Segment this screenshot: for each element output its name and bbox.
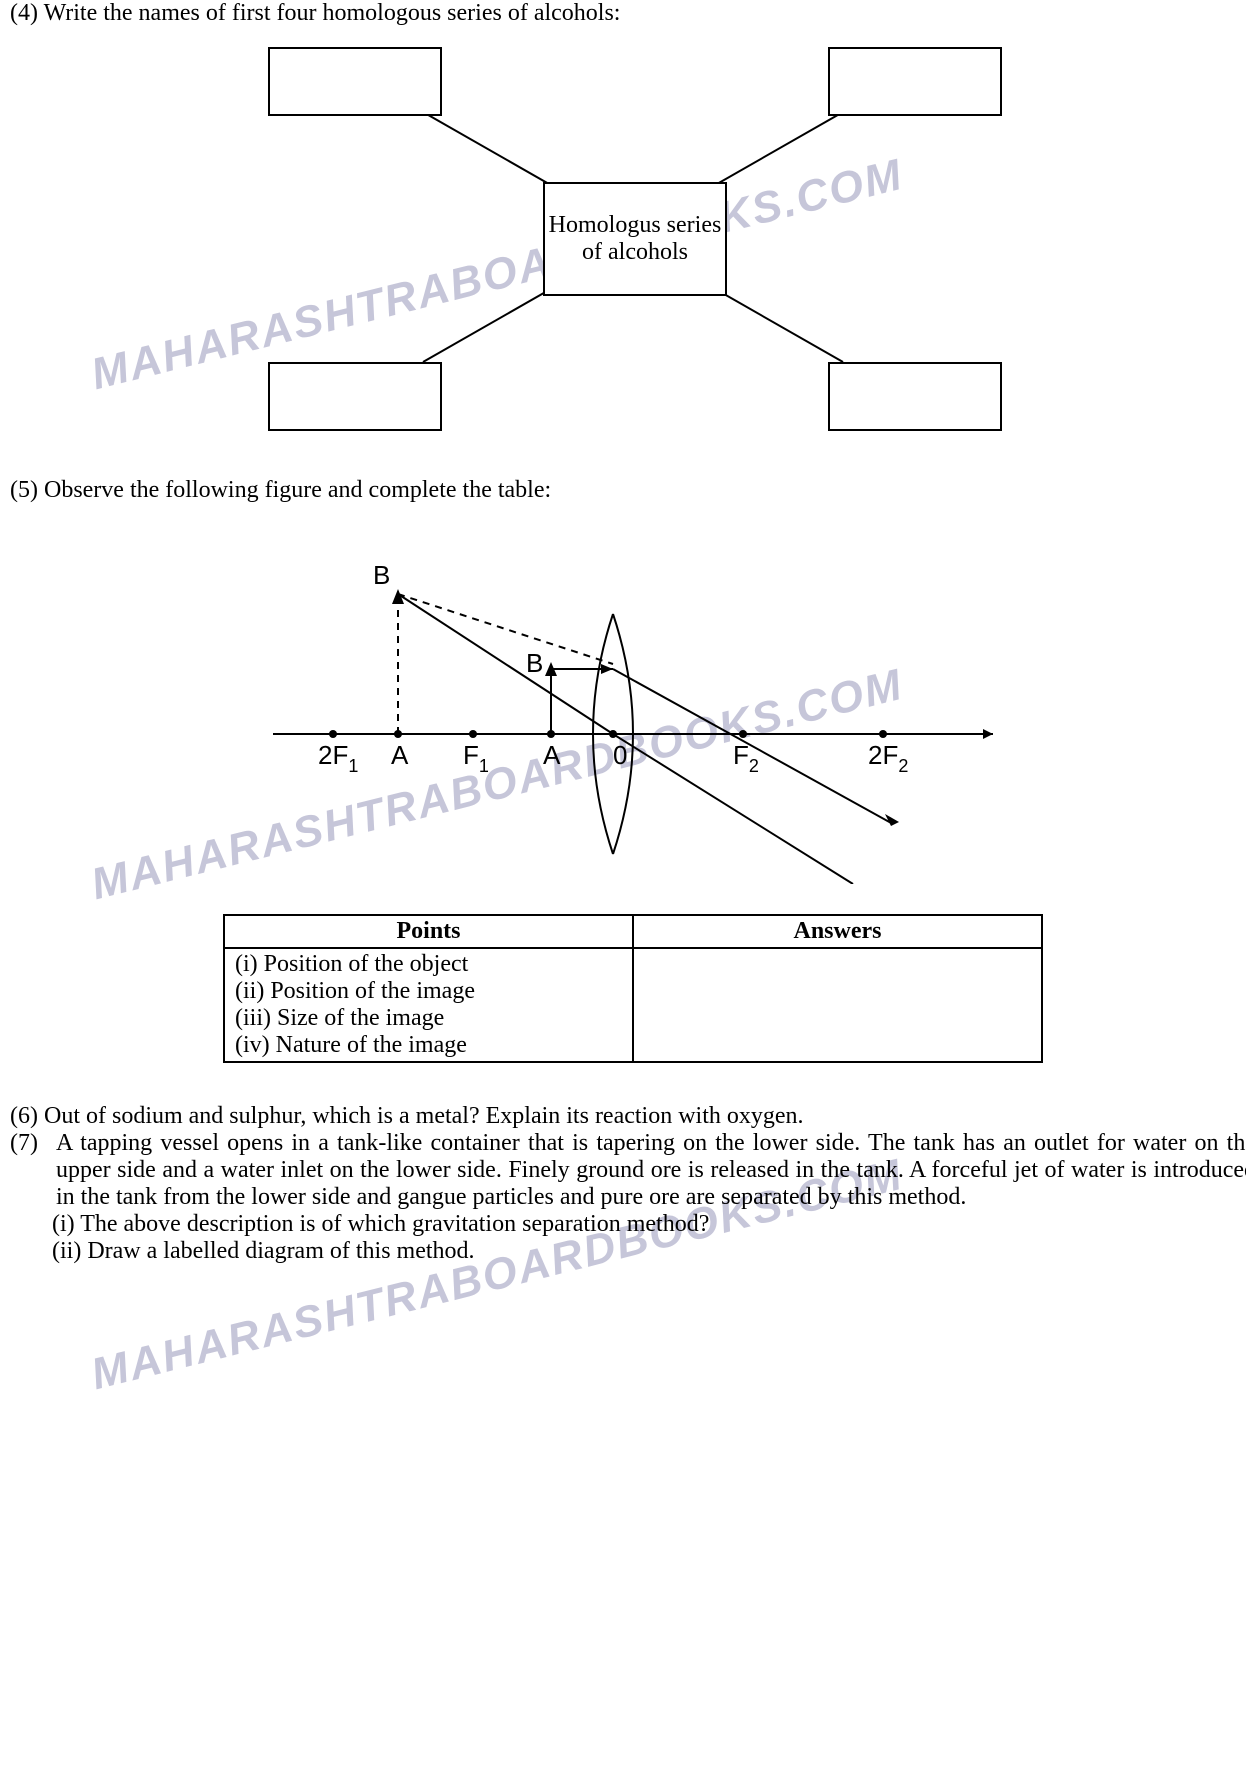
q6-number: (6) <box>10 1103 38 1129</box>
q4-blank-bottom-right[interactable] <box>828 362 1002 431</box>
q5-answers-cell[interactable] <box>633 948 1042 1062</box>
question-4: (4) Write the names of first four homolo… <box>10 0 1246 437</box>
q5-points-cell: (i) Position of the object (ii) Position… <box>224 948 633 1062</box>
q7-sub-ii: (ii) Draw a labelled diagram of this met… <box>52 1238 1246 1265</box>
q7-body-text: A tapping vessel opens in a tank-like co… <box>56 1130 1246 1211</box>
q6-prompt: (6) Out of sodium and sulphur, which is … <box>10 1103 1246 1130</box>
q5-answers-header: Answers <box>633 915 1042 948</box>
svg-text:0: 0 <box>613 740 627 770</box>
q4-blank-top-right[interactable] <box>828 47 1002 116</box>
svg-text:F2: F2 <box>733 740 759 776</box>
q5-number: (5) <box>10 477 38 503</box>
q5-row-2: (ii) Position of the image <box>235 978 622 1005</box>
q5-row-3: (iii) Size of the image <box>235 1005 622 1032</box>
question-7b: (7) A tapping vessel opens in a tank-lik… <box>10 1130 1246 1265</box>
svg-text:F1: F1 <box>463 740 489 776</box>
q4-blank-bottom-left[interactable] <box>268 362 442 431</box>
q5-row-4: (iv) Nature of the image <box>235 1032 622 1059</box>
q5-points-header: Points <box>224 915 633 948</box>
q5-prompt-text: Observe the following figure and complet… <box>44 477 551 503</box>
q4-prompt: (4) Write the names of first four homolo… <box>10 0 1246 27</box>
svg-text:2F1: 2F1 <box>318 740 358 776</box>
svg-text:B: B <box>373 560 390 590</box>
question-5: (5) Observe the following figure and com… <box>10 477 1246 1063</box>
q6-prompt-text: Out of sodium and sulphur, which is a me… <box>44 1103 804 1129</box>
q5-table: Points Answers (i) Position of the objec… <box>223 914 1043 1063</box>
svg-text:A: A <box>543 740 561 770</box>
svg-text:2F2: 2F2 <box>868 740 908 776</box>
q4-blank-top-left[interactable] <box>268 47 442 116</box>
q7-sub-i: (i) The above description is of which gr… <box>52 1211 1246 1238</box>
q5-prompt: (5) Observe the following figure and com… <box>10 477 1246 504</box>
q4-center-label: Homologus series of alcohols <box>545 212 725 266</box>
q4-center-box: Homologus series of alcohols <box>543 182 727 296</box>
q5-optics-figure: 2F1 A F1 A 0 F2 2F2 B B <box>273 514 993 884</box>
question-6: (6) Out of sodium and sulphur, which is … <box>10 1103 1246 1130</box>
svg-text:A: A <box>391 740 409 770</box>
svg-text:B: B <box>526 648 543 678</box>
q7-number-col: (7) <box>10 1130 56 1211</box>
q4-diagram: Homologus series of alcohols <box>263 37 1003 437</box>
q4-prompt-text: Write the names of first four homologous… <box>44 0 621 26</box>
q5-row-1: (i) Position of the object <box>235 951 622 978</box>
q4-number: (4) <box>10 0 38 26</box>
